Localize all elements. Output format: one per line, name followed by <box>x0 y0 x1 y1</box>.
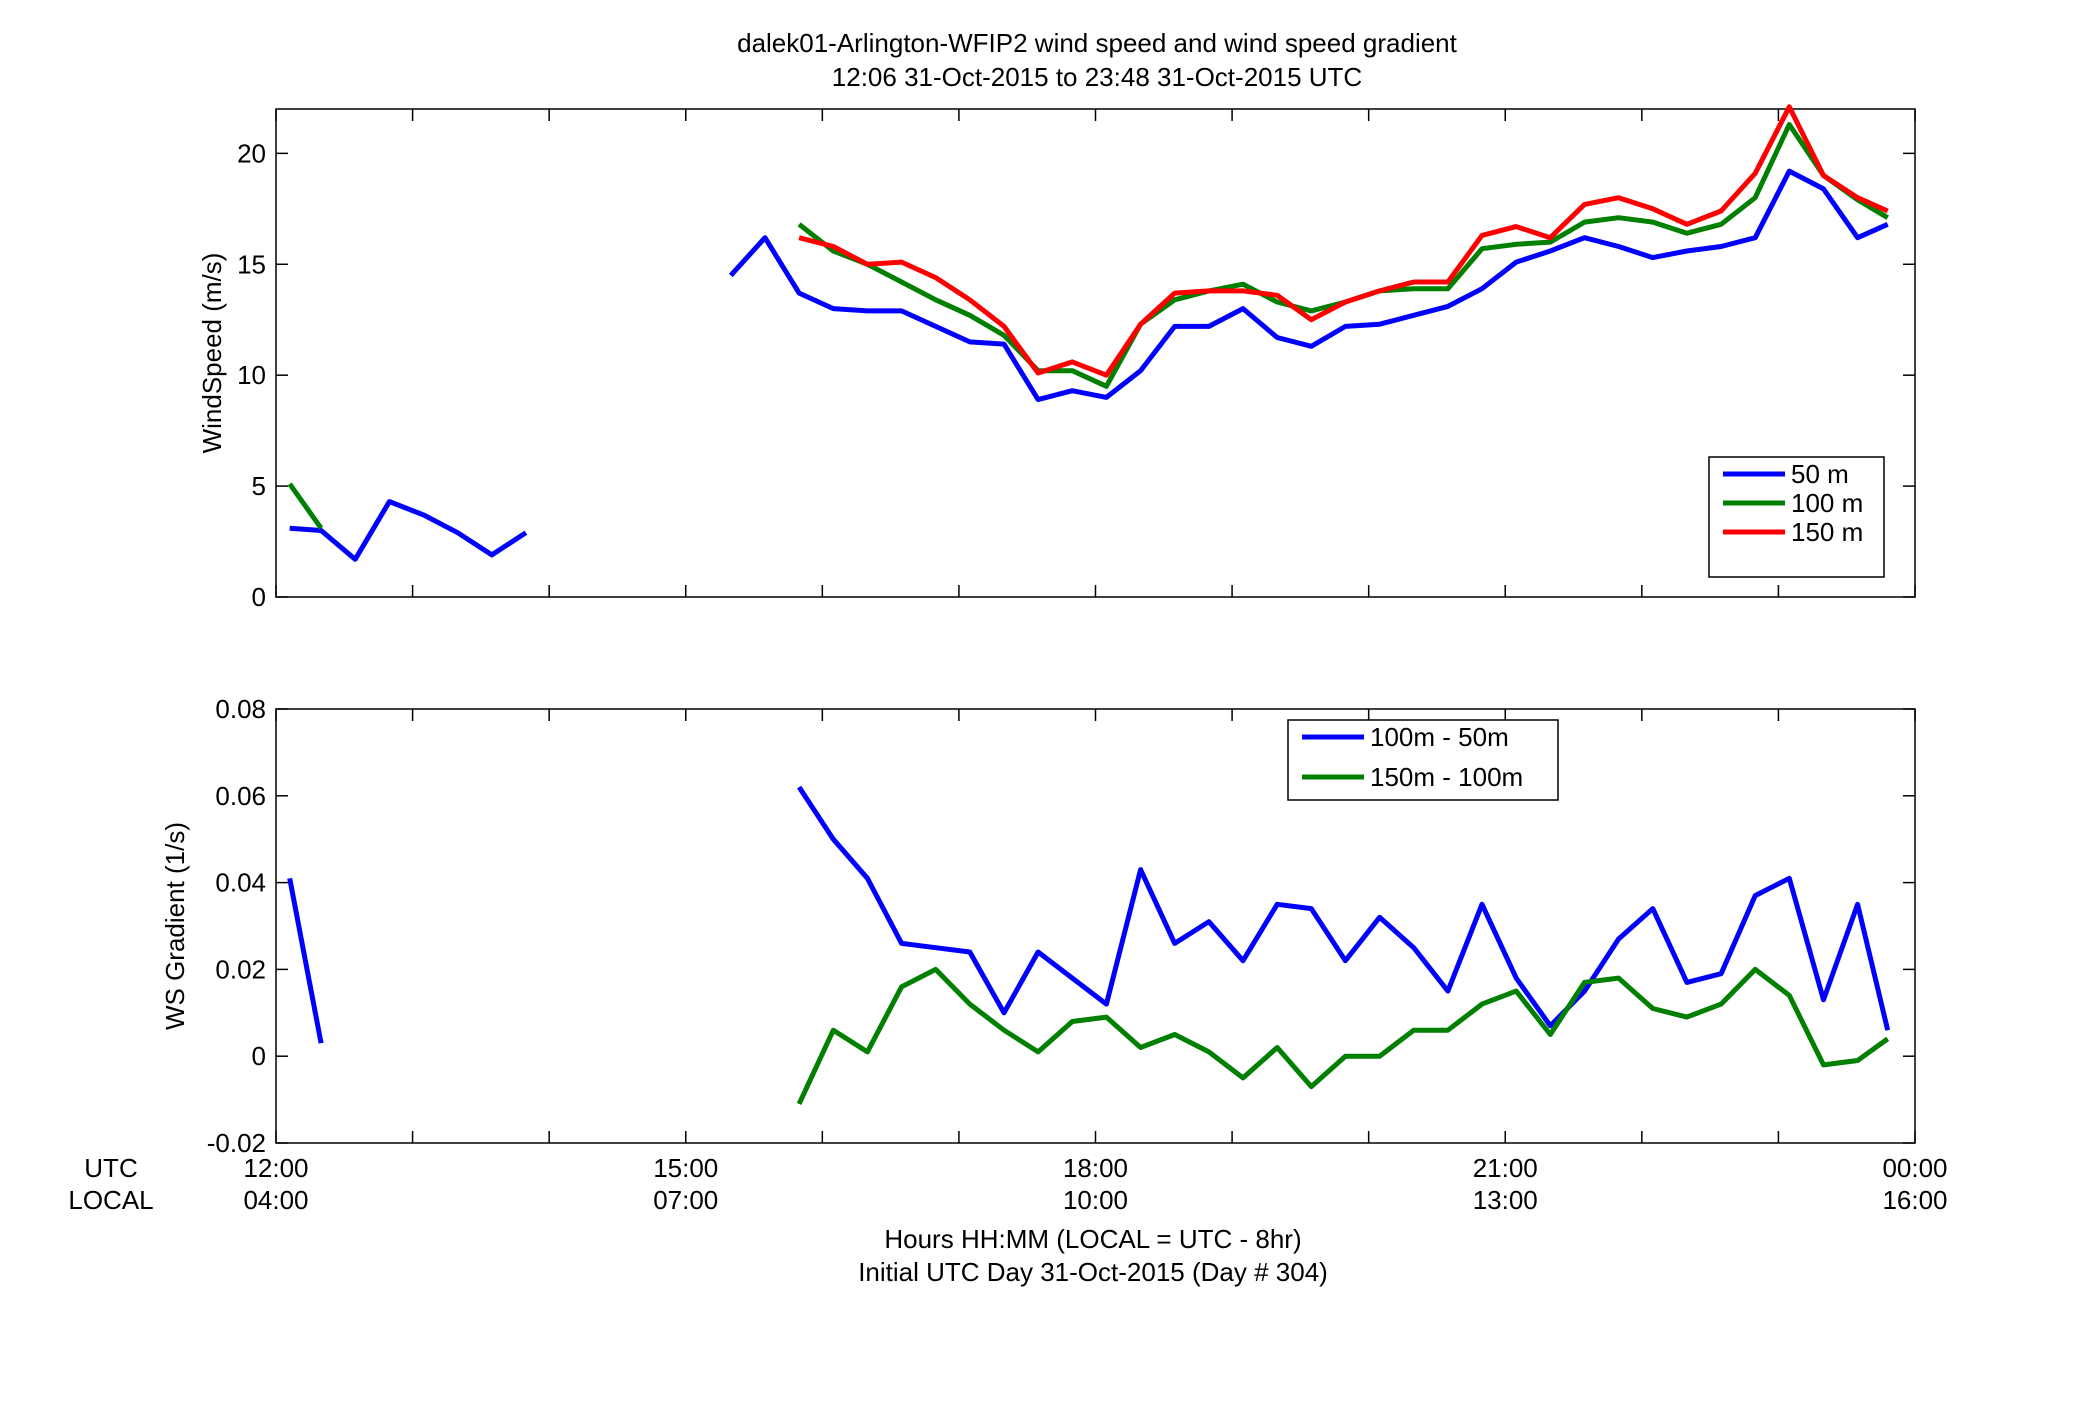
gradient-series-lines <box>287 785 1891 1105</box>
legend-entry-label: 100m - 50m <box>1370 722 1509 752</box>
windspeed-y-axis-label: WindSpeed (m/s) <box>197 253 227 454</box>
x-tick-label-local: 07:00 <box>653 1185 718 1215</box>
series-line <box>796 966 1890 1105</box>
x-tick-label-utc: 00:00 <box>1882 1153 1947 1183</box>
windspeed-y-tick-label: 15 <box>237 249 266 279</box>
gradient-y-tick-label: 0 <box>252 1041 266 1071</box>
gradient-panel: -0.02 0 0.02 0.04 0.06 0.08 WS Gradient (1/s)… <box>160 694 1916 1158</box>
x-tick-label-utc: 21:00 <box>1473 1153 1538 1183</box>
gradient-legend-box <box>1287 719 1559 801</box>
gradient-plot-area <box>275 708 1916 1144</box>
x-axis-label-line2: Initial UTC Day 31-Oct-2015 (Day # 304) <box>858 1257 1328 1287</box>
legend-entry-label: 150m - 100m <box>1370 762 1523 792</box>
gradient-y-axis-label: WS Gradient (1/s) <box>160 822 190 1030</box>
windspeed-y-tick-label: 0 <box>252 582 266 612</box>
gradient-y-tick-label: -0.02 <box>207 1128 266 1158</box>
gradient-y-ticks: -0.02 0 0.02 0.04 0.06 0.08 <box>207 694 1915 1158</box>
legend-entry-label: 100 m <box>1791 488 1863 518</box>
gradient-legend: 100m - 50m 150m - 100m <box>1287 719 1559 801</box>
windspeed-y-tick-label: 5 <box>252 471 266 501</box>
series-line <box>728 168 1889 403</box>
x-axis-label-line1: Hours HH:MM (LOCAL = UTC - 8hr) <box>884 1224 1301 1254</box>
chart-title-line1: dalek01-Arlington-WFIP2 wind speed and w… <box>737 28 1458 58</box>
series-line <box>289 499 528 562</box>
utc-row-label: UTC <box>84 1153 137 1183</box>
x-tick-label-local: 16:00 <box>1882 1185 1947 1215</box>
x-tick-label-local: 10:00 <box>1063 1185 1128 1215</box>
local-row-label: LOCAL <box>68 1185 153 1215</box>
series-line <box>287 877 324 1044</box>
legend-entry-label: 150 m <box>1791 517 1863 547</box>
windspeed-plot-area <box>275 108 1916 598</box>
chart-title-line2: 12:06 31-Oct-2015 to 23:48 31-Oct-2015 U… <box>832 62 1362 92</box>
windspeed-y-tick-label: 20 <box>237 138 266 168</box>
x-tick-label-utc: 18:00 <box>1063 1153 1128 1183</box>
windspeed-legend-box <box>1708 456 1885 578</box>
gradient-y-tick-label: 0.02 <box>215 954 266 984</box>
series-line <box>798 104 1889 378</box>
x-tick-label-utc: 12:00 <box>243 1153 308 1183</box>
gradient-y-tick-label: 0.04 <box>215 868 266 898</box>
series-line <box>797 785 1891 1031</box>
windspeed-series-lines <box>287 104 1889 562</box>
x-tick-label-local: 04:00 <box>243 1185 308 1215</box>
windspeed-y-tick-label: 10 <box>237 360 266 390</box>
gradient-y-tick-label: 0.08 <box>215 694 266 724</box>
windspeed-y-ticks: 0 5 10 15 20 <box>237 138 1915 612</box>
gradient-x-tick-marks <box>275 709 1916 1143</box>
series-line <box>287 482 324 530</box>
gradient-y-tick-label: 0.06 <box>215 781 266 811</box>
x-tick-label-local: 13:00 <box>1473 1185 1538 1215</box>
windspeed-x-tick-marks <box>275 109 1916 597</box>
legend-entry-label: 50 m <box>1791 459 1849 489</box>
x-tick-label-utc: 15:00 <box>653 1153 718 1183</box>
